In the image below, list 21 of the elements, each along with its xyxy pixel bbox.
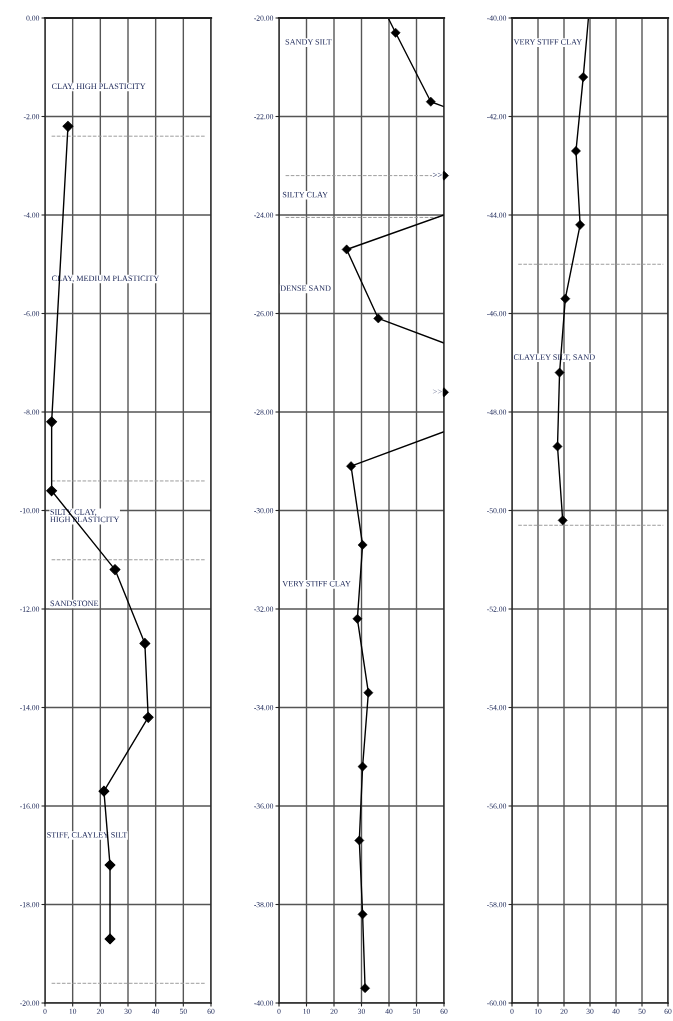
annotation: STIFF, CLAYLEY SILT — [47, 832, 128, 839]
point — [104, 859, 116, 871]
annotation: SANDY SILT — [285, 39, 332, 45]
point — [46, 416, 58, 428]
annotation: DENSE SAND — [280, 285, 331, 291]
annotation: VERY STIFF CLAY — [513, 39, 582, 45]
point — [357, 540, 368, 550]
point — [104, 933, 116, 945]
point — [139, 638, 151, 649]
point — [98, 785, 110, 797]
point — [62, 120, 74, 132]
point — [46, 485, 58, 497]
point — [109, 564, 121, 576]
annotation: >> — [432, 172, 442, 177]
annotation: SANDSTONE — [50, 600, 99, 607]
annotation: SILTY CLAY — [282, 191, 328, 198]
point — [142, 711, 154, 723]
annotation: >> — [432, 389, 442, 394]
point — [352, 613, 363, 624]
annotation: VERY STIFF CLAY — [282, 580, 351, 587]
annotation: CLAY, HIGH PLASTICITY — [51, 83, 146, 91]
